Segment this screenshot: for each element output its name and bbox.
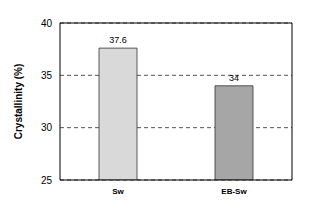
svg-text:37.6: 37.6: [109, 35, 127, 45]
svg-text:Sw: Sw: [112, 187, 124, 196]
svg-text:30: 30: [41, 122, 53, 133]
svg-text:Crystallinity (%): Crystallinity (%): [13, 64, 24, 140]
svg-text:40: 40: [41, 18, 53, 29]
svg-text:EB-Sw: EB-Sw: [221, 187, 247, 196]
svg-text:34: 34: [229, 73, 239, 83]
svg-text:35: 35: [41, 70, 53, 81]
svg-text:25: 25: [41, 175, 53, 186]
